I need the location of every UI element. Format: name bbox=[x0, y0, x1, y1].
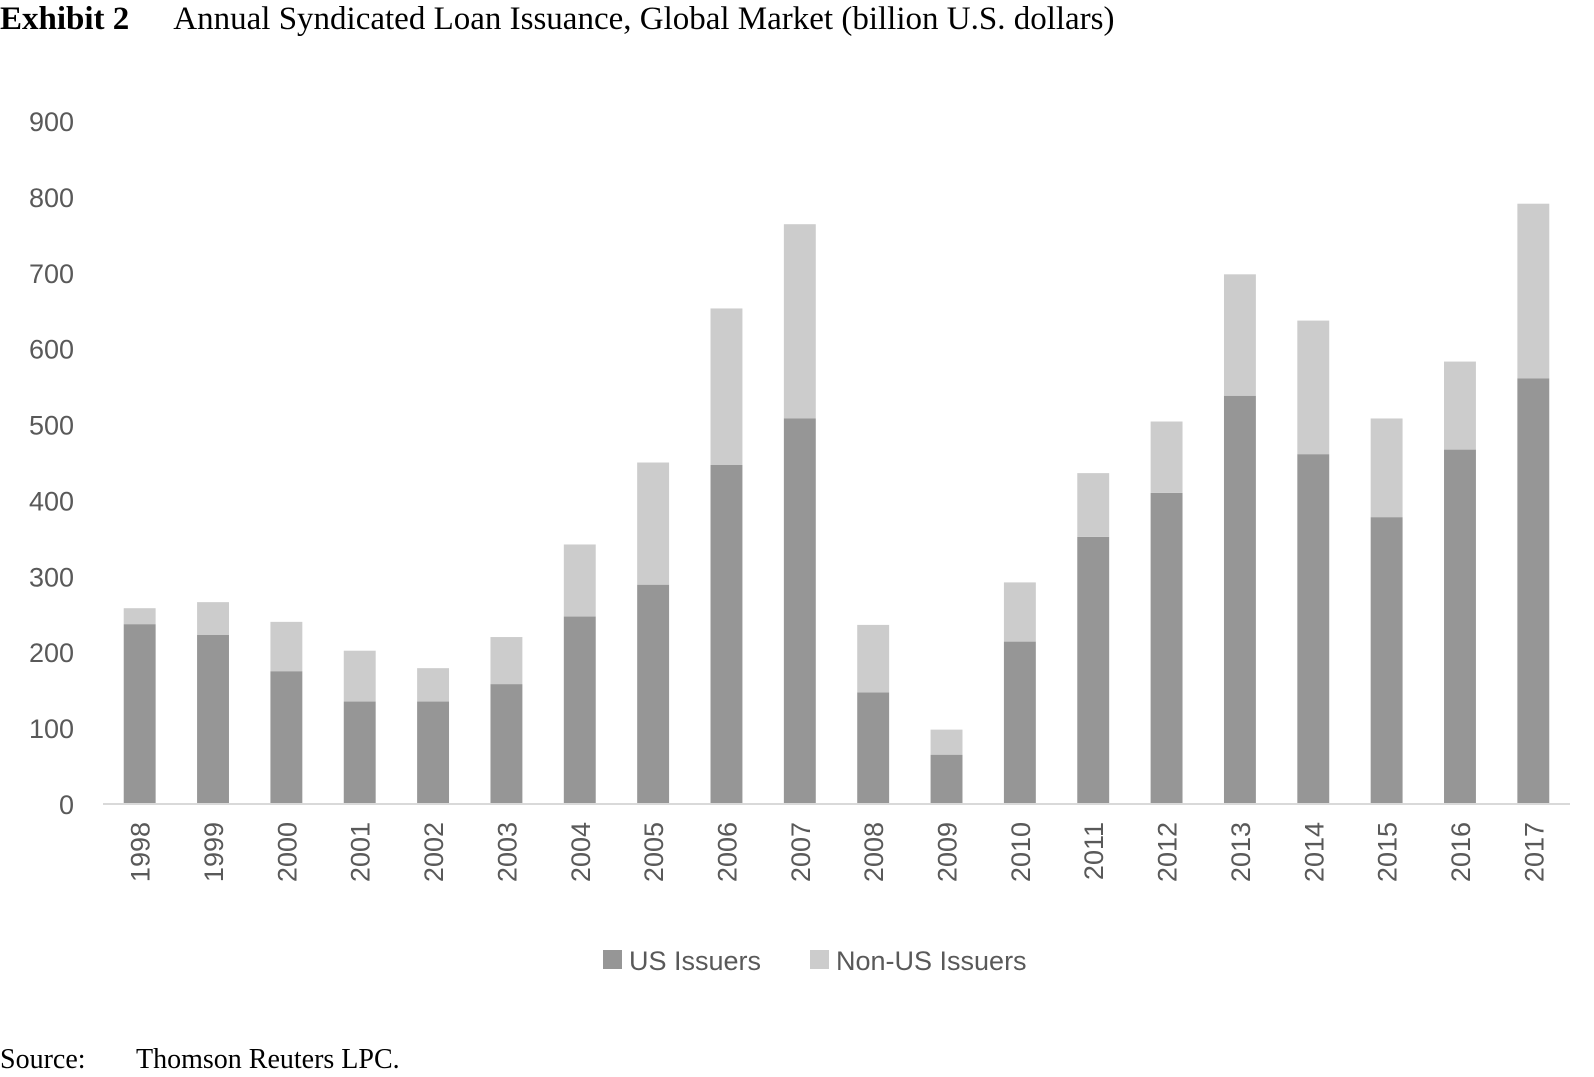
y-tick-label: 400 bbox=[29, 486, 74, 516]
legend-swatch bbox=[603, 950, 622, 969]
chart-title: Annual Syndicated Loan Issuance, Global … bbox=[173, 1, 1115, 37]
y-tick-label: 500 bbox=[29, 411, 74, 441]
y-tick-label: 600 bbox=[29, 335, 74, 365]
bar-non-us-issuers-2011 bbox=[1077, 473, 1110, 537]
legend-item-us-issuers: US Issuers bbox=[603, 946, 761, 976]
legend-swatch bbox=[810, 950, 829, 969]
source-text: Thomson Reuters LPC. bbox=[136, 1044, 400, 1075]
bar-non-us-issuers-2002 bbox=[417, 668, 450, 702]
x-tick-label: 2006 bbox=[712, 822, 742, 882]
bar-non-us-issuers-1999 bbox=[197, 602, 229, 635]
x-tick-label: 2011 bbox=[1079, 822, 1109, 880]
legend-label: Non-US Issuers bbox=[836, 946, 1027, 976]
y-tick-label: 100 bbox=[29, 714, 74, 744]
x-tick-label: 2004 bbox=[566, 822, 596, 882]
bar-us-issuers-2006 bbox=[710, 464, 743, 804]
x-tick-label: 1999 bbox=[199, 822, 229, 882]
x-tick-label: 2013 bbox=[1226, 822, 1256, 882]
x-tick-label: 2010 bbox=[1006, 822, 1036, 882]
legend-label: US Issuers bbox=[629, 946, 761, 976]
bar-non-us-issuers-2016 bbox=[1444, 361, 1476, 450]
legend-item-non-us-issuers: Non-US Issuers bbox=[810, 946, 1027, 976]
bar-non-us-issuers-2003 bbox=[490, 637, 523, 685]
bar-non-us-issuers-2008 bbox=[857, 624, 890, 693]
bar-us-issuers-2007 bbox=[783, 418, 816, 804]
y-tick-label: 900 bbox=[29, 107, 74, 137]
bar-us-issuers-1998 bbox=[123, 624, 156, 804]
legend: US Issuers Non-US Issuers bbox=[603, 946, 1027, 976]
bar-us-issuers-2003 bbox=[490, 684, 523, 804]
x-tick-label: 2016 bbox=[1446, 822, 1476, 882]
y-tick-label: 0 bbox=[59, 790, 74, 820]
bar-us-issuers-2001 bbox=[343, 701, 376, 804]
exhibit-label: Exhibit 2 bbox=[0, 1, 130, 37]
y-axis-ticks: 0 100 200 300 400 500 600 700 800 900 bbox=[29, 107, 74, 820]
bar-us-issuers-2011 bbox=[1077, 536, 1110, 804]
bar-us-issuers-2005 bbox=[637, 584, 670, 804]
y-tick-label: 300 bbox=[29, 562, 74, 592]
exhibit-header: Exhibit 2 Annual Syndicated Loan Issuance… bbox=[0, 0, 1115, 38]
bar-non-us-issuers-2006 bbox=[710, 308, 743, 465]
bar-non-us-issuers-2000 bbox=[270, 621, 303, 672]
bar-non-us-issuers-2005 bbox=[637, 462, 670, 585]
bar-non-us-issuers-2014 bbox=[1297, 320, 1330, 455]
bar-non-us-issuers-2009 bbox=[930, 729, 963, 755]
x-tick-label: 2003 bbox=[492, 822, 522, 882]
bar-us-issuers-2000 bbox=[270, 671, 303, 804]
bar-us-issuers-2002 bbox=[417, 701, 450, 804]
bar-non-us-issuers-2015 bbox=[1370, 418, 1403, 518]
bar-us-issuers-2010 bbox=[1003, 641, 1036, 804]
x-tick-label: 2001 bbox=[346, 822, 376, 882]
x-tick-label: 2002 bbox=[419, 822, 449, 882]
bar-us-issuers-1999 bbox=[197, 634, 229, 804]
bar-series bbox=[123, 203, 1550, 804]
bar-us-issuers-2015 bbox=[1370, 517, 1403, 804]
bar-non-us-issuers-2010 bbox=[1003, 582, 1036, 642]
bar-us-issuers-2016 bbox=[1444, 449, 1476, 804]
x-tick-label: 2000 bbox=[272, 822, 302, 882]
bar-non-us-issuers-2013 bbox=[1223, 274, 1256, 396]
bar-non-us-issuers-2007 bbox=[783, 224, 816, 419]
bar-us-issuers-2013 bbox=[1223, 395, 1256, 804]
bar-us-issuers-2014 bbox=[1297, 454, 1330, 804]
y-tick-label: 800 bbox=[29, 183, 74, 213]
bar-non-us-issuers-2004 bbox=[563, 544, 596, 617]
source-note: Source: Thomson Reuters LPC. bbox=[0, 1044, 400, 1076]
bar-non-us-issuers-2001 bbox=[343, 650, 376, 702]
x-axis-ticks: 1998 1999 2000 2001 2002 2003 2004 2005 2006 2007… bbox=[126, 822, 1550, 882]
bar-us-issuers-2004 bbox=[563, 616, 596, 804]
bar-us-issuers-2017 bbox=[1517, 378, 1550, 804]
bar-us-issuers-2012 bbox=[1150, 492, 1183, 804]
x-tick-label: 2009 bbox=[933, 822, 963, 882]
stacked-bar-chart: 0 100 200 300 400 500 600 700 800 900 1998 1999 200… bbox=[29, 107, 1570, 976]
bar-non-us-issuers-2017 bbox=[1517, 203, 1550, 379]
x-tick-label: 2015 bbox=[1373, 822, 1403, 882]
bar-us-issuers-2009 bbox=[930, 754, 963, 804]
bar-non-us-issuers-1998 bbox=[123, 608, 156, 625]
x-tick-label: 1998 bbox=[126, 822, 156, 882]
bar-us-issuers-2008 bbox=[857, 692, 890, 804]
x-tick-label: 2008 bbox=[859, 822, 889, 882]
x-tick-label: 2014 bbox=[1299, 822, 1329, 882]
y-tick-label: 700 bbox=[29, 259, 74, 289]
y-tick-label: 200 bbox=[29, 638, 74, 668]
x-tick-label: 2017 bbox=[1519, 822, 1549, 882]
bar-non-us-issuers-2012 bbox=[1150, 421, 1183, 493]
source-label: Source: bbox=[0, 1044, 86, 1075]
x-tick-label: 2005 bbox=[639, 822, 669, 882]
x-tick-label: 2007 bbox=[786, 822, 816, 882]
x-tick-label: 2012 bbox=[1153, 822, 1183, 882]
